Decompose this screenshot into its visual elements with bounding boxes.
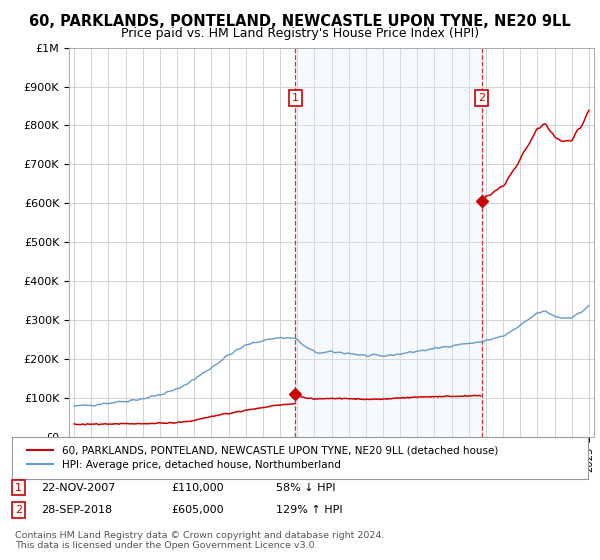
Text: 22-NOV-2007: 22-NOV-2007	[41, 483, 115, 493]
Text: 129% ↑ HPI: 129% ↑ HPI	[276, 505, 343, 515]
Text: 2: 2	[15, 505, 22, 515]
Text: Price paid vs. HM Land Registry's House Price Index (HPI): Price paid vs. HM Land Registry's House …	[121, 27, 479, 40]
Text: £110,000: £110,000	[171, 483, 224, 493]
Legend: 60, PARKLANDS, PONTELAND, NEWCASTLE UPON TYNE, NE20 9LL (detached house), HPI: A: 60, PARKLANDS, PONTELAND, NEWCASTLE UPON…	[23, 441, 502, 474]
Bar	[295, 48, 482, 437]
Text: 60, PARKLANDS, PONTELAND, NEWCASTLE UPON TYNE, NE20 9LL: 60, PARKLANDS, PONTELAND, NEWCASTLE UPON…	[29, 14, 571, 29]
Text: 1: 1	[15, 483, 22, 493]
Text: 2: 2	[478, 93, 485, 103]
Text: 58% ↓ HPI: 58% ↓ HPI	[276, 483, 335, 493]
Text: Contains HM Land Registry data © Crown copyright and database right 2024.
This d: Contains HM Land Registry data © Crown c…	[15, 531, 385, 550]
Text: £605,000: £605,000	[171, 505, 224, 515]
Text: 1: 1	[292, 93, 299, 103]
Text: 28-SEP-2018: 28-SEP-2018	[41, 505, 112, 515]
